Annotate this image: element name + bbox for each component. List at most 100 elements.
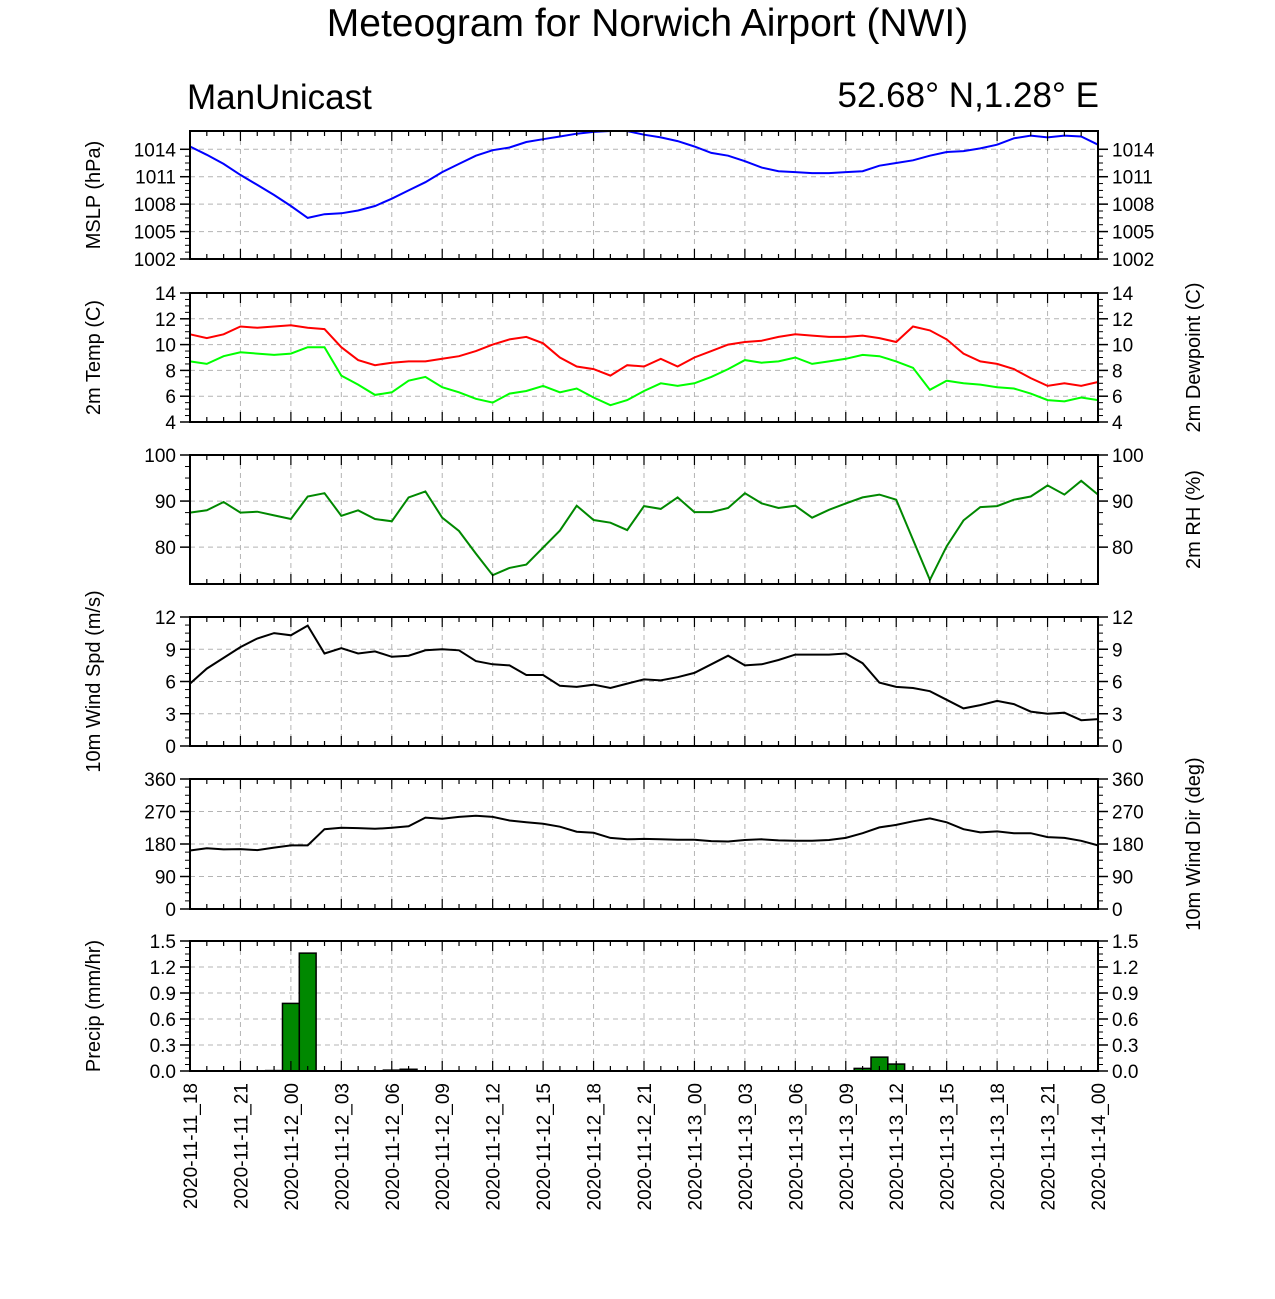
y-tick-label-right: 90 bbox=[1112, 492, 1133, 513]
y-tick-label-left: 100 bbox=[144, 446, 176, 467]
x-tick-label: 2020-11-13_09 bbox=[837, 1083, 858, 1210]
precip-bar bbox=[298, 952, 317, 1072]
y-axis-title-left: MSLP (hPa) bbox=[83, 141, 105, 250]
y-tick-label-right: 360 bbox=[1112, 770, 1144, 791]
y-tick-label-left: 1.2 bbox=[150, 958, 176, 979]
y-tick-label-right: 4 bbox=[1112, 413, 1123, 434]
model-label: ManUnicast bbox=[187, 78, 372, 117]
series-line-rh-0 bbox=[189, 479, 1099, 583]
y-tick-label-left: 14 bbox=[155, 284, 177, 305]
x-tick-label: 2020-11-12_00 bbox=[282, 1083, 303, 1210]
y-tick-label-left: 80 bbox=[155, 538, 176, 559]
y-axis-title-left: 10m Wind Spd (m/s) bbox=[83, 590, 105, 772]
y-axis-title-left: 2m Temp (C) bbox=[83, 300, 105, 415]
y-tick-label-right: 14 bbox=[1112, 284, 1134, 305]
y-tick-label-left: 1002 bbox=[134, 250, 176, 271]
panel-wspd: 0 0 3 3 6 6 9 9 12 12 10m Wind Spd (m/s) bbox=[83, 590, 1133, 772]
x-tick-label: 2020-11-13_00 bbox=[685, 1083, 706, 1210]
precip-bar bbox=[281, 1002, 301, 1072]
y-tick-label-left: 180 bbox=[144, 835, 176, 856]
y-tick-label-left: 12 bbox=[155, 310, 176, 331]
y-tick-label-left: 9 bbox=[165, 640, 176, 661]
y-tick-label-left: 12 bbox=[155, 608, 176, 629]
x-tick-label: 2020-11-13_03 bbox=[736, 1083, 757, 1210]
y-tick-label-right: 1002 bbox=[1112, 250, 1154, 271]
x-tick-label: 2020-11-12_03 bbox=[332, 1083, 353, 1210]
y-axis-title-right: 10m Wind Dir (deg) bbox=[1183, 757, 1205, 930]
series-line-wspd-0 bbox=[189, 624, 1099, 722]
y-tick-label-left: 6 bbox=[165, 673, 176, 694]
y-tick-label-left: 6 bbox=[165, 387, 176, 408]
y-tick-label-left: 1011 bbox=[135, 168, 176, 189]
x-tick-label: 2020-11-13_12 bbox=[887, 1083, 908, 1210]
panel-precip: 0.0 0.0 0.3 0.3 0.6 0.6 0.9 0.9 1.2 1.2 1.5 1.5 Prec… bbox=[83, 932, 1138, 1083]
x-tick-label: 2020-11-11_18 bbox=[181, 1083, 202, 1209]
y-tick-label-left: 0.3 bbox=[150, 1036, 176, 1057]
y-tick-label-left: 90 bbox=[155, 868, 176, 889]
y-tick-label-left: 0 bbox=[165, 737, 176, 758]
y-tick-label-right: 1.5 bbox=[1112, 932, 1138, 953]
y-tick-label-right: 90 bbox=[1112, 868, 1133, 889]
y-tick-label-left: 1014 bbox=[134, 140, 177, 161]
x-tick-label: 2020-11-13_18 bbox=[988, 1083, 1009, 1210]
x-tick-label: 2020-11-11_21 bbox=[231, 1083, 252, 1209]
location-label: 52.68° N,1.28° E bbox=[837, 76, 1100, 115]
y-tick-label-right: 1011 bbox=[1112, 168, 1153, 189]
y-tick-label-right: 10 bbox=[1112, 336, 1133, 357]
x-tick-label: 2020-11-13_06 bbox=[786, 1083, 807, 1210]
panel-mslp: 1002 1002 1005 1005 1008 1008 1011 1011 1014 1014… bbox=[83, 130, 1155, 271]
series-line-temp-0 bbox=[189, 324, 1099, 387]
y-tick-label-left: 4 bbox=[165, 413, 176, 434]
x-tick-label: 2020-11-12_15 bbox=[534, 1083, 555, 1210]
y-tick-label-right: 0.3 bbox=[1112, 1036, 1138, 1057]
x-tick-label: 2020-11-12_09 bbox=[433, 1083, 454, 1210]
y-tick-label-right: 3 bbox=[1112, 705, 1123, 726]
x-tick-label: 2020-11-13_21 bbox=[1039, 1083, 1060, 1210]
y-tick-label-left: 0 bbox=[165, 900, 176, 921]
series-line-wdir-0 bbox=[189, 814, 1099, 852]
y-tick-label-right: 0.6 bbox=[1112, 1010, 1138, 1031]
y-tick-label-right: 100 bbox=[1112, 446, 1144, 467]
x-tick-label: 2020-11-14_00 bbox=[1089, 1083, 1110, 1210]
x-tick-label: 2020-11-12_21 bbox=[635, 1083, 656, 1210]
chart-title: Meteogram for Norwich Airport (NWI) bbox=[326, 2, 969, 45]
y-tick-label-right: 0 bbox=[1112, 900, 1123, 921]
y-axis-title-right: 2m Dewpoint (C) bbox=[1183, 282, 1205, 432]
y-tick-label-left: 1.5 bbox=[150, 932, 176, 953]
y-tick-label-left: 360 bbox=[144, 770, 176, 791]
y-tick-label-right: 270 bbox=[1112, 803, 1144, 824]
y-tick-label-left: 90 bbox=[155, 492, 176, 513]
y-tick-label-right: 1.2 bbox=[1112, 958, 1138, 979]
x-tick-label: 2020-11-12_18 bbox=[585, 1083, 606, 1210]
y-tick-label-right: 12 bbox=[1112, 608, 1133, 629]
y-tick-label-left: 1008 bbox=[134, 195, 176, 216]
y-tick-label-right: 80 bbox=[1112, 538, 1133, 559]
panel-wdir: 0 0 90 90 180 180 270 270 360 360 10m Wind Dir (de… bbox=[144, 757, 1205, 930]
series-line-temp-1 bbox=[189, 346, 1099, 407]
y-tick-label-left: 0.0 bbox=[150, 1062, 176, 1083]
y-tick-label-right: 6 bbox=[1112, 673, 1123, 694]
y-tick-label-left: 0.9 bbox=[150, 984, 176, 1005]
y-axis-title-right: 2m RH (%) bbox=[1183, 470, 1205, 569]
y-tick-label-right: 0 bbox=[1112, 737, 1123, 758]
panel-temp: 4 4 6 6 8 8 10 10 12 12 14 14 2m Temp (C) 2m Dewpoint… bbox=[83, 282, 1205, 434]
y-tick-label-right: 12 bbox=[1112, 310, 1133, 331]
y-tick-label-right: 8 bbox=[1112, 361, 1123, 382]
y-tick-label-right: 9 bbox=[1112, 640, 1123, 661]
x-tick-label: 2020-11-13_15 bbox=[938, 1083, 959, 1210]
y-axis-title-left: Precip (mm/hr) bbox=[83, 940, 105, 1072]
y-tick-label-left: 0.6 bbox=[150, 1010, 176, 1031]
y-tick-label-left: 3 bbox=[165, 705, 176, 726]
x-tick-label: 2020-11-12_12 bbox=[484, 1083, 505, 1210]
panel-rh: 80 80 90 90 100 100 2m RH (%) bbox=[144, 446, 1205, 585]
y-tick-label-right: 6 bbox=[1112, 387, 1123, 408]
y-tick-label-right: 0.0 bbox=[1112, 1062, 1138, 1083]
y-tick-label-right: 1005 bbox=[1112, 223, 1154, 244]
y-tick-label-right: 0.9 bbox=[1112, 984, 1138, 1005]
x-tick-label: 2020-11-12_06 bbox=[383, 1083, 404, 1210]
y-tick-label-left: 270 bbox=[144, 803, 176, 824]
y-tick-label-left: 8 bbox=[165, 361, 176, 382]
y-tick-label-left: 1005 bbox=[134, 223, 176, 244]
y-tick-label-left: 10 bbox=[155, 336, 176, 357]
